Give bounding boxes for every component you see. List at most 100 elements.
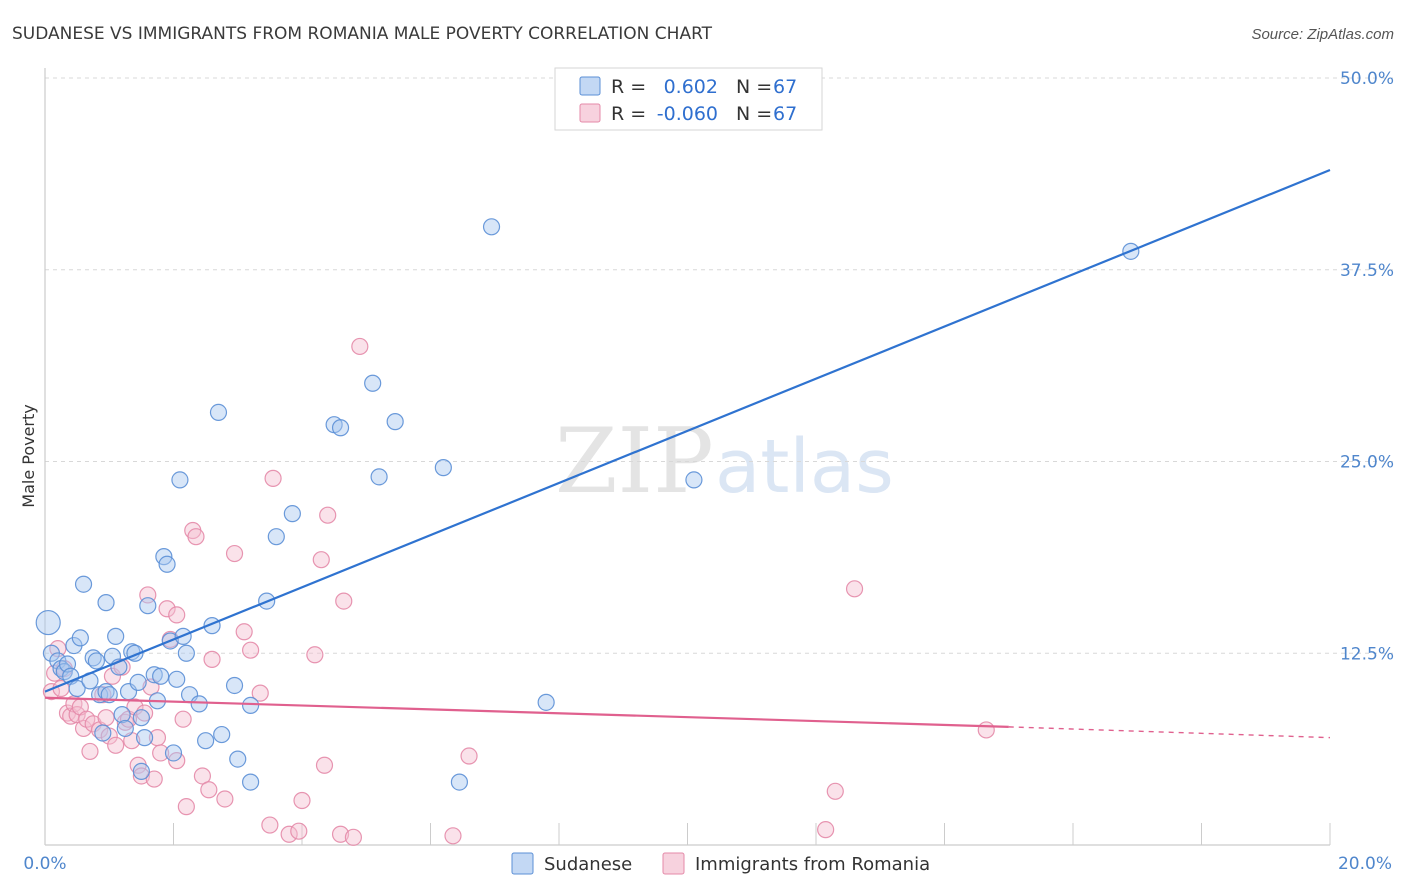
- romania-point-40: [187, 528, 205, 546]
- romania-point-64: [817, 821, 835, 839]
- romania-point-27: [135, 704, 154, 722]
- legend-r-value-sudanese: 0.602: [664, 76, 718, 98]
- y-tick-label-0: 12.5%: [1340, 644, 1394, 664]
- sudanese-point-59: [370, 468, 388, 486]
- bottom-legend-swatch-sudanese: [511, 852, 534, 875]
- sudanese-point-58: [364, 374, 382, 392]
- x-tick-label-max: 20.0%: [1338, 854, 1392, 874]
- sudanese-point-40: [171, 471, 189, 489]
- romania-point-48: [251, 684, 269, 702]
- y-tick-label-1: 25.0%: [1340, 453, 1394, 473]
- romania-point-57: [319, 506, 337, 524]
- sudanese-point-48: [213, 725, 231, 744]
- sudanese-point-45: [197, 732, 215, 750]
- romania-point-50: [264, 469, 282, 487]
- sudanese-point-10: [74, 575, 93, 593]
- sudanese-point-17: [97, 594, 115, 612]
- sudanese-point-23: [116, 719, 134, 738]
- bottom-legend-swatch-romania: [662, 852, 685, 875]
- romania-point-67: [977, 721, 995, 739]
- legend-n-value-romania: 67: [773, 103, 797, 125]
- sudanese-point-60: [386, 413, 404, 431]
- legend-swatch-sudanese: [579, 76, 601, 96]
- sudanese-point-51: [242, 773, 260, 791]
- sudanese-point-20: [107, 627, 125, 645]
- romania-point-59: [335, 592, 353, 610]
- sudanese-point-30: [139, 597, 157, 615]
- sudanese-point-0: [35, 609, 61, 636]
- romania-point-19: [107, 736, 125, 754]
- trend-lines: [44, 169, 1331, 739]
- chart-source: Source: ZipAtlas.com: [1251, 26, 1394, 43]
- romania-point-58: [331, 825, 350, 843]
- romania-point-51: [280, 825, 298, 843]
- romania-point-52: [290, 822, 308, 840]
- sudanese-point-28: [132, 762, 150, 780]
- romania-point-46: [235, 623, 253, 641]
- bottom-legend-label-romania: Immigrants from Romania: [695, 854, 930, 875]
- gridlines: [45, 77, 1394, 654]
- y-tick-label-3: 50.0%: [1340, 69, 1394, 89]
- series-immigrants-from-romania: [42, 337, 995, 846]
- x-axis-ticks: [44, 823, 1331, 845]
- trendline-sudanese: [44, 169, 1331, 693]
- sudanese-point-31: [135, 729, 154, 747]
- y-axis-tick-labels: 12.5% 25.0% 37.5% 50.0%: [1340, 69, 1394, 664]
- sudanese-point-65: [685, 471, 703, 489]
- romania-point-30: [145, 770, 163, 788]
- sudanese-point-61: [434, 459, 452, 477]
- sudanese-point-54: [267, 528, 285, 546]
- sudanese-point-57: [331, 419, 350, 437]
- romania-point-36: [168, 606, 186, 624]
- sudanese-point-38: [164, 744, 183, 762]
- legend-n-label-sudanese: N =: [736, 76, 772, 98]
- romania-point-49: [261, 816, 279, 834]
- sudanese-point-15: [94, 724, 112, 742]
- sudanese-point-39: [168, 670, 186, 688]
- bottom-legend: Sudanese Immigrants from Romania: [511, 852, 930, 875]
- romania-point-47: [242, 641, 260, 659]
- romania-point-53: [293, 791, 311, 810]
- sudanese-point-12: [84, 649, 102, 667]
- romania-point-42: [200, 781, 218, 799]
- sudanese-point-55: [283, 505, 301, 523]
- legend-n-label-romania: N =: [736, 103, 772, 125]
- romania-point-61: [351, 337, 369, 356]
- sudanese-point-64: [537, 693, 555, 711]
- sudanese-point-27: [129, 673, 147, 691]
- legend-r-label-sudanese: R =: [611, 76, 646, 98]
- trendline-romania-extension: [1008, 726, 1331, 739]
- watermark-atlas: atlas: [715, 424, 894, 510]
- romania-point-12: [81, 742, 99, 761]
- legend-r-value-romania: -0.060: [657, 103, 718, 125]
- romania-point-56: [315, 756, 334, 774]
- sudanese-point-22: [113, 706, 131, 724]
- sudanese-point-42: [177, 644, 195, 662]
- bottom-legend-label-sudanese: Sudanese: [544, 854, 632, 875]
- sudanese-point-13: [87, 652, 106, 670]
- romania-point-33: [158, 600, 176, 618]
- sudanese-point-9: [71, 629, 89, 647]
- sudanese-point-49: [225, 676, 244, 695]
- sudanese-point-47: [209, 403, 228, 422]
- romania-point-24: [126, 698, 144, 716]
- sudanese-point-36: [158, 555, 176, 573]
- romania-point-66: [845, 580, 864, 598]
- romania-point-16: [97, 709, 115, 727]
- romania-point-62: [444, 827, 462, 845]
- romania-point-44: [216, 790, 234, 808]
- sudanese-point-52: [242, 696, 260, 715]
- sudanese-point-62: [450, 773, 469, 791]
- y-tick-label-2: 37.5%: [1340, 261, 1394, 281]
- romania-point-37: [174, 710, 192, 728]
- romania-point-60: [344, 828, 362, 846]
- sudanese-point-29: [132, 709, 150, 727]
- legend-swatch-romania: [579, 103, 601, 123]
- x-tick-label-min: 0.0%: [23, 854, 66, 874]
- legend-r-label-romania: R =: [611, 103, 646, 125]
- romania-point-45: [225, 544, 244, 563]
- sudanese-point-34: [152, 667, 170, 685]
- sudanese-point-32: [145, 666, 163, 684]
- romania-point-54: [306, 646, 324, 664]
